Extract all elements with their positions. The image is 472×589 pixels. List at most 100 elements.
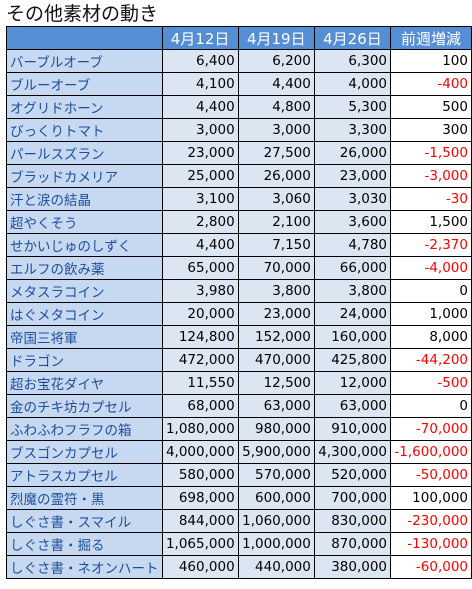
header-change: 前週増減: [390, 26, 472, 50]
price-cell-date-3: 24,000: [313, 302, 392, 326]
change-cell: 1,500: [390, 210, 472, 234]
table-header: 4月12日 4月19日 4月26日 前週増減: [6, 26, 472, 50]
price-cell-date-1: 472,000: [161, 348, 239, 372]
price-cell-date-2: 23,000: [237, 302, 315, 326]
table-row: ふわふわフラフの箱 1,080,000 980,000 910,000 -70,000: [6, 417, 472, 441]
header-row: 4月12日 4月19日 4月26日 前週増減: [6, 26, 472, 50]
table-row: 烈魔の霊符・黒 698,000 600,000 700,000 100,000: [6, 486, 472, 510]
change-cell: -50,000: [390, 463, 472, 487]
item-name-cell: バーブルオーブ: [6, 49, 163, 73]
price-cell-date-2: 440,000: [237, 555, 315, 579]
change-cell: 100,000: [390, 486, 472, 510]
price-cell-date-1: 6,400: [161, 49, 239, 73]
change-cell: -500: [390, 371, 472, 395]
price-cell-date-2: 4,800: [237, 95, 315, 119]
price-cell-date-1: 11,550: [161, 371, 239, 395]
table-row: ドラゴン 472,000 470,000 425,800 -44,200: [6, 348, 472, 372]
item-name-cell: しぐさ書・掘る: [6, 532, 163, 556]
item-name-cell: オグリドホーン: [6, 95, 163, 119]
price-cell-date-1: 25,000: [161, 164, 239, 188]
item-name-cell: 金のチキ坊カプセル: [6, 394, 163, 418]
price-cell-date-2: 70,000: [237, 256, 315, 280]
table-row: しぐさ書・掘る 1,065,000 1,000,000 870,000 -130,000: [6, 532, 472, 556]
item-name-cell: はぐメタコイン: [6, 302, 163, 326]
table-row: ブルーオーブ 4,100 4,400 4,000 -400: [6, 72, 472, 96]
change-cell: -44,200: [390, 348, 472, 372]
price-cell-date-1: 3,980: [161, 279, 239, 303]
change-cell: 0: [390, 394, 472, 418]
page-title: その他素材の動き: [6, 3, 159, 25]
change-cell: -3,000: [390, 164, 472, 188]
change-cell: 8,000: [390, 325, 472, 349]
price-cell-date-3: 23,000: [313, 164, 392, 188]
price-cell-date-3: 4,780: [313, 233, 392, 257]
price-cell-date-1: 460,000: [161, 555, 239, 579]
price-cell-date-3: 910,000: [313, 417, 392, 441]
table-row: しぐさ書・ネオンハート 460,000 440,000 380,000 -60,000: [6, 555, 472, 579]
header-date-1: 4月12日: [161, 26, 239, 50]
change-cell: 300: [390, 118, 472, 142]
price-cell-date-1: 1,065,000: [161, 532, 239, 556]
item-name-cell: パールスズラン: [6, 141, 163, 165]
change-cell: -400: [390, 72, 472, 96]
price-cell-date-1: 698,000: [161, 486, 239, 510]
price-cell-date-3: 3,030: [313, 187, 392, 211]
change-cell: 1,000: [390, 302, 472, 326]
price-cell-date-3: 3,600: [313, 210, 392, 234]
price-cell-date-3: 12,000: [313, 371, 392, 395]
price-cell-date-1: 4,000,000: [161, 440, 239, 464]
item-name-cell: 汗と涙の結晶: [6, 187, 163, 211]
table-row: しぐさ書・スマイル 844,000 1,060,000 830,000 -230,000: [6, 509, 472, 533]
price-cell-date-1: 20,000: [161, 302, 239, 326]
header-name: [6, 26, 163, 50]
item-name-cell: アトラスカプセル: [6, 463, 163, 487]
price-cell-date-3: 3,800: [313, 279, 392, 303]
price-cell-date-2: 3,000: [237, 118, 315, 142]
change-cell: -70,000: [390, 417, 472, 441]
table-row: せかいじゅのしずく 4,400 7,150 4,780 -2,370: [6, 233, 472, 257]
table-row: アトラスカプセル 580,000 570,000 520,000 -50,000: [6, 463, 472, 487]
item-name-cell: 超お宝花ダイヤ: [6, 371, 163, 395]
price-cell-date-2: 12,500: [237, 371, 315, 395]
price-cell-date-1: 3,000: [161, 118, 239, 142]
price-cell-date-3: 700,000: [313, 486, 392, 510]
change-cell: 500: [390, 95, 472, 119]
item-name-cell: せかいじゅのしずく: [6, 233, 163, 257]
price-cell-date-1: 124,800: [161, 325, 239, 349]
price-cell-date-1: 844,000: [161, 509, 239, 533]
table-body: バーブルオーブ 6,400 6,200 6,300 100 ブルーオーブ 4,100 4,40…: [6, 49, 472, 579]
price-cell-date-2: 1,000,000: [237, 532, 315, 556]
price-cell-date-3: 3,300: [313, 118, 392, 142]
price-cell-date-1: 23,000: [161, 141, 239, 165]
change-cell: -4,000: [390, 256, 472, 280]
change-cell: -30: [390, 187, 472, 211]
header-date-2: 4月19日: [237, 26, 315, 50]
price-cell-date-1: 3,100: [161, 187, 239, 211]
price-cell-date-3: 870,000: [313, 532, 392, 556]
item-name-cell: ブルーオーブ: [6, 72, 163, 96]
price-cell-date-3: 160,000: [313, 325, 392, 349]
price-cell-date-1: 580,000: [161, 463, 239, 487]
price-table: 4月12日 4月19日 4月26日 前週増減 バーブルオーブ 6,400 6,200…: [6, 26, 472, 579]
table-row: バーブルオーブ 6,400 6,200 6,300 100: [6, 49, 472, 73]
table-row: 金のチキ坊カプセル 68,000 63,000 63,000 0: [6, 394, 472, 418]
price-cell-date-3: 66,000: [313, 256, 392, 280]
price-cell-date-3: 520,000: [313, 463, 392, 487]
item-name-cell: しぐさ書・ネオンハート: [6, 555, 163, 579]
item-name-cell: 烈魔の霊符・黒: [6, 486, 163, 510]
table-row: 汗と涙の結晶 3,100 3,060 3,030 -30: [6, 187, 472, 211]
change-cell: -2,370: [390, 233, 472, 257]
item-name-cell: 超やくそう: [6, 210, 163, 234]
price-cell-date-3: 4,300,000: [313, 440, 392, 464]
item-name-cell: しぐさ書・スマイル: [6, 509, 163, 533]
price-cell-date-2: 5,900,000: [237, 440, 315, 464]
change-cell: -1,600,000: [390, 440, 472, 464]
table-row: ブスゴンカプセル 4,000,000 5,900,000 4,300,000 -1,60…: [6, 440, 472, 464]
price-cell-date-3: 380,000: [313, 555, 392, 579]
price-cell-date-3: 26,000: [313, 141, 392, 165]
table-row: ブラッドカメリア 25,000 26,000 23,000 -3,000: [6, 164, 472, 188]
table-row: 超お宝花ダイヤ 11,550 12,500 12,000 -500: [6, 371, 472, 395]
price-cell-date-2: 26,000: [237, 164, 315, 188]
table-row: びっくりトマト 3,000 3,000 3,300 300: [6, 118, 472, 142]
change-cell: 100: [390, 49, 472, 73]
